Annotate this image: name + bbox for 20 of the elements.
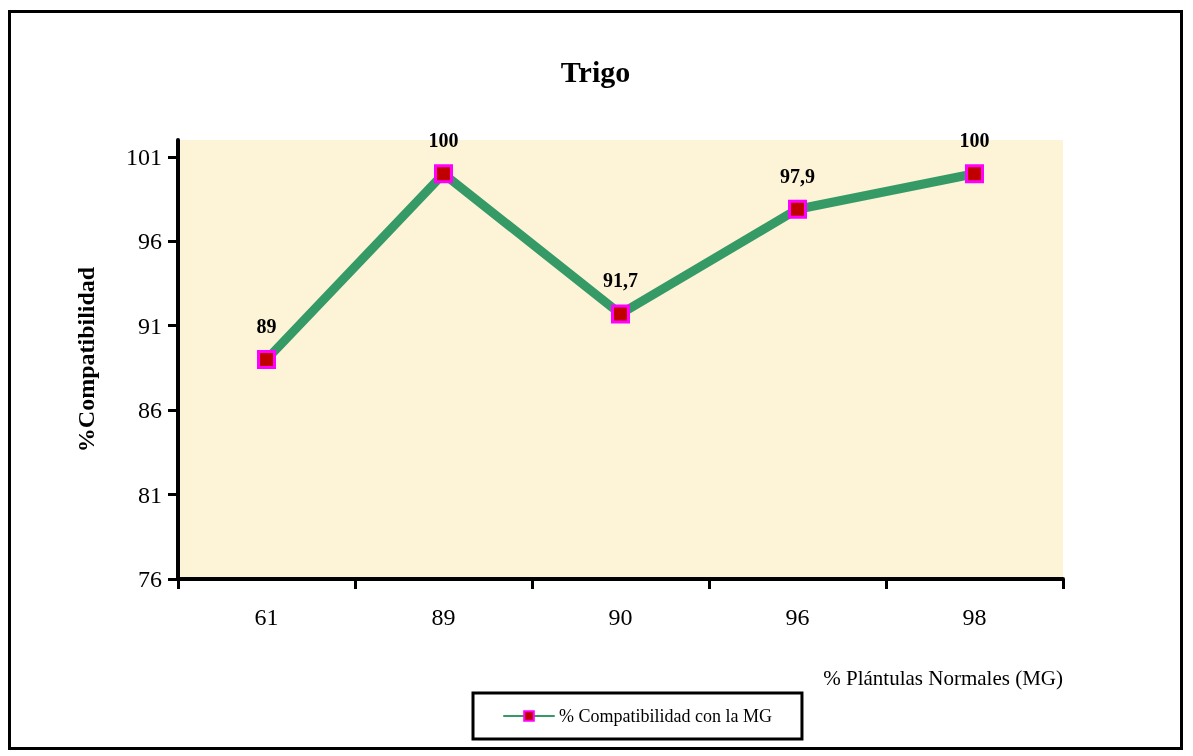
y-tick-label: 101 xyxy=(126,143,162,170)
x-tick-label: 98 xyxy=(962,604,987,630)
x-tick-label: 90 xyxy=(608,604,633,630)
y-tick-label: 81 xyxy=(138,481,162,508)
data-label: 97,9 xyxy=(780,164,815,187)
x-tick-label: 96 xyxy=(785,604,810,630)
x-tick-label: 89 xyxy=(431,604,456,630)
y-tick-label: 96 xyxy=(138,228,162,255)
data-label: 100 xyxy=(959,129,990,152)
x-axis-title: % Plántulas Normales (MG) xyxy=(823,665,1063,690)
x-tick-label: 61 xyxy=(254,604,279,630)
data-label: 89 xyxy=(256,315,277,337)
data-label: 100 xyxy=(428,129,459,152)
y-axis-title: %Compatibilidad xyxy=(73,266,99,453)
y-tick-label: 86 xyxy=(138,397,162,424)
y-tick-label: 76 xyxy=(138,566,162,592)
data-label: 91,7 xyxy=(603,269,638,292)
chart-title: Trigo xyxy=(560,54,631,88)
y-tick-label: 91 xyxy=(138,312,162,339)
legend-label: % Compatibilidad con la MG xyxy=(559,706,772,726)
